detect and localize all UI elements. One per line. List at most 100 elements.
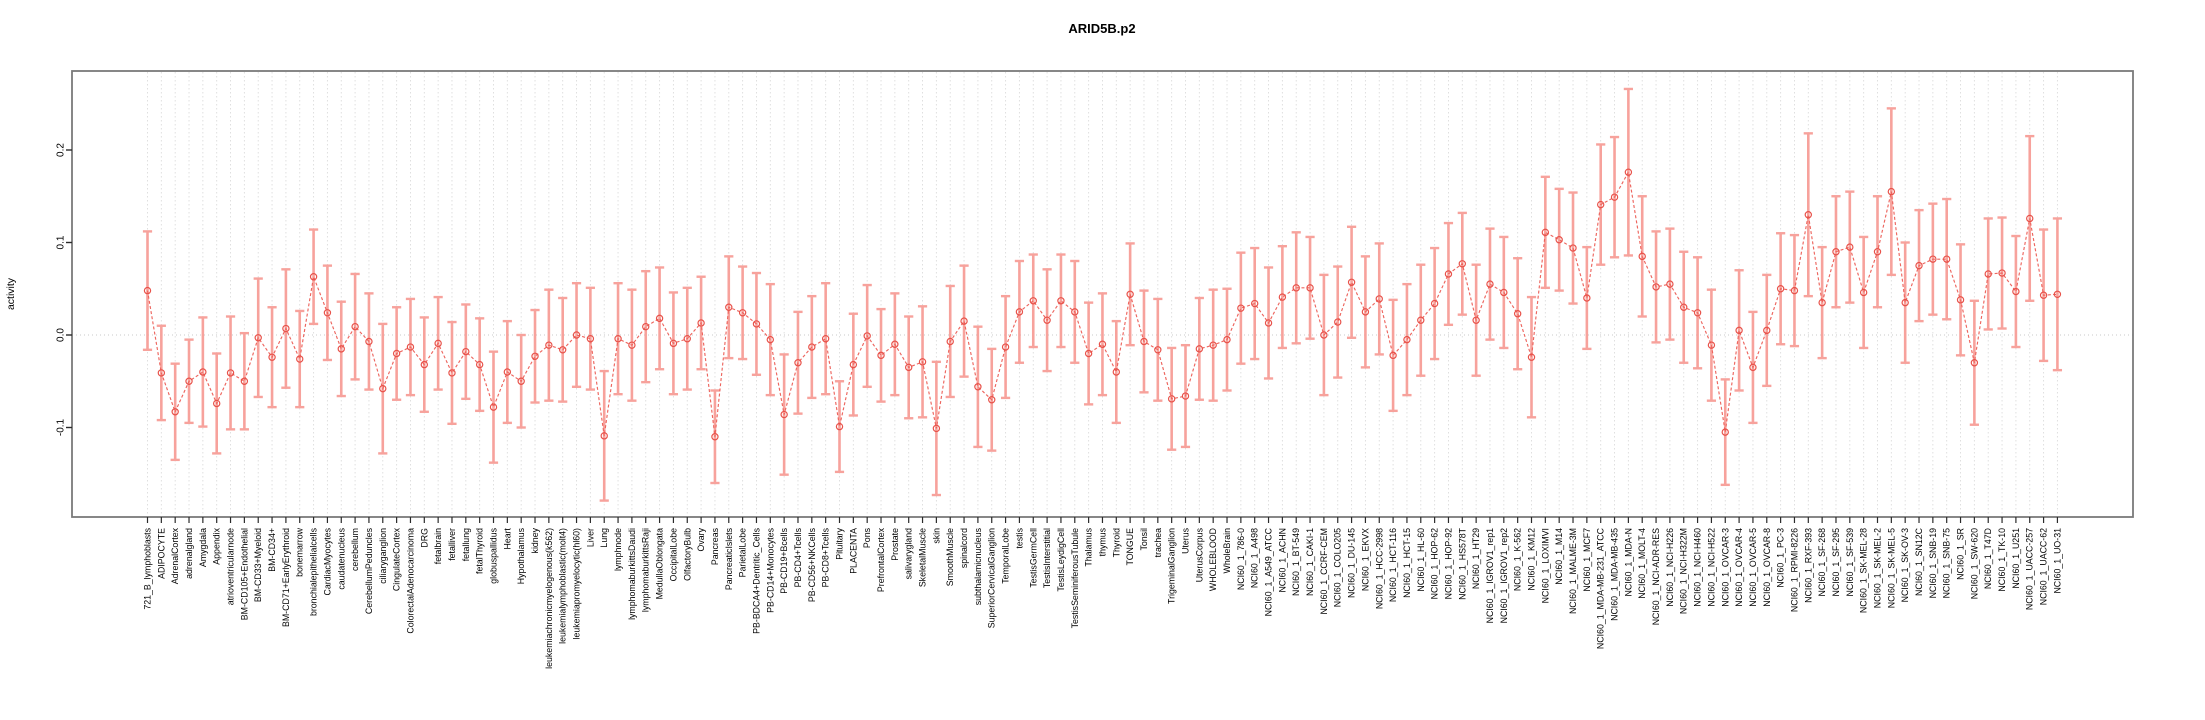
data-point: [545, 341, 553, 349]
x-category-label: NCI60_1_SK-MEL-5: [1886, 528, 1896, 608]
data-point: [1098, 340, 1107, 348]
data-point: [905, 363, 913, 372]
x-category-label: OccipitalLobe: [668, 528, 678, 581]
x-category-label: NCI60_1_K-562: [1513, 528, 1523, 591]
x-category-label: AdrenalCortex: [170, 527, 180, 584]
data-point: [1071, 308, 1079, 316]
data-point: [1610, 193, 1619, 201]
data-point: [877, 351, 885, 360]
x-category-label: NCI60_1_NCI-H460: [1693, 528, 1703, 607]
data-point: [1984, 270, 1992, 278]
x-category-label: TONGUE: [1125, 528, 1135, 566]
x-category-label: WHOLEBLOOD: [1208, 528, 1218, 591]
x-category-label: cerebellum: [350, 528, 360, 571]
data-point: [1942, 255, 1951, 263]
x-category-label: PB-CD4+Tcells: [793, 527, 803, 587]
x-category-label: NCI60_1_SN12C: [1914, 527, 1924, 596]
x-category-label: BM-CD33+Myeloid: [253, 528, 263, 602]
data-point: [683, 335, 691, 343]
plot-area: 0.2 0.1 0.0 -0.1 721_B_lymphoblasts ADIPOCYTE…: [56, 70, 2134, 669]
x-category-label: PancreaticIslets: [724, 527, 734, 590]
x-category-label: adrenalgland: [184, 528, 194, 579]
x-category-label: Pancreas: [710, 527, 720, 565]
data-point: [1029, 297, 1037, 305]
x-category-label: NCI60_1_MALME-3M: [1568, 528, 1578, 614]
data-point: [1680, 303, 1688, 311]
data-point: [1901, 298, 1909, 307]
x-category-label: lymphomaburkittsDaudi: [627, 528, 637, 620]
x-category-label: NCI60_1_IGROV1_rep2: [1499, 528, 1509, 623]
x-category-label: Appendix: [212, 527, 222, 564]
data-point: [960, 317, 968, 325]
x-category-label: PB-BDCA4+Dentritic_Cells: [751, 527, 761, 633]
x-category-label: TemporalLobe: [1001, 528, 1011, 584]
x-category-label: TestisLeydigCell: [1056, 528, 1066, 592]
x-category-label: NCI60_1_MOLT-4: [1637, 528, 1647, 599]
data-point: [1555, 236, 1563, 244]
x-category-label: NCI60_1_HL-60: [1416, 528, 1426, 592]
x-category-label: bonemarrow: [295, 527, 305, 577]
x-category-label: NCI60_1_RPMI-8226: [1789, 528, 1799, 612]
data-point: [531, 352, 539, 360]
data-point: [337, 345, 345, 353]
data-point: [1873, 248, 1882, 256]
x-category-label: salivarygland: [904, 528, 914, 579]
data-point: [379, 384, 387, 393]
data-point: [1237, 304, 1245, 312]
data-point: [1790, 286, 1799, 295]
x-category-label: UterusCorpus: [1194, 527, 1204, 582]
data-point: [489, 403, 498, 411]
data-point: [586, 335, 595, 343]
x-category-label: BM-CD105+Endothelial: [239, 528, 249, 620]
data-point: [240, 377, 249, 385]
x-category-label: Thyroid: [1111, 528, 1121, 557]
data-point: [1541, 228, 1550, 237]
x-category-label: Amygdala: [198, 528, 208, 567]
data-point: [1915, 261, 1923, 270]
data-point: [1389, 351, 1397, 360]
x-category-label: TestisInterstitial: [1042, 528, 1052, 588]
data-point: [1486, 280, 1494, 288]
x-category-label: MedullaOblongata: [655, 528, 665, 600]
data-point: [268, 353, 276, 361]
x-category-label: Lung: [599, 528, 609, 548]
data-point: [1264, 319, 1273, 327]
y-axis-label: activity: [5, 277, 17, 310]
data-point: [1278, 293, 1287, 301]
x-category-label: NCI60_1_SNB-75: [1942, 528, 1952, 599]
data-point: [1527, 353, 1536, 361]
x-category-label: NCI60_1_HCT-15: [1402, 528, 1412, 598]
x-category-label: NCI60_1_OVCAR-8: [1762, 528, 1772, 607]
data-point: [1043, 316, 1051, 324]
x-category-label: NCI60_1_TK-10: [1997, 528, 2007, 592]
data-point: [1583, 294, 1591, 302]
x-category-label: SuperiorCervicalGanglion: [987, 528, 997, 628]
chart-title: ARID5B.p2: [1068, 21, 1135, 36]
data-point: [2039, 291, 2048, 299]
data-point: [1140, 337, 1148, 346]
y-tick-label: 0.0: [56, 328, 67, 342]
data-point: [1804, 211, 1813, 219]
data-point: [1776, 285, 1785, 293]
x-category-label: NCI60_1_UO-31: [2052, 528, 2062, 594]
x-category-label: NCI60_1_DU-145: [1347, 528, 1357, 598]
data-point: [1693, 309, 1702, 317]
x-category-label: SmoothMuscle: [945, 528, 955, 586]
data-point: [517, 377, 525, 385]
data-point: [1361, 308, 1370, 316]
data-point: [2053, 290, 2062, 298]
x-category-label: NCI60_1_786-0: [1236, 528, 1246, 590]
data-point: [1209, 341, 1217, 349]
data-point: [1887, 187, 1896, 196]
x-category-label: NCI60_1_NCI-H226: [1665, 528, 1675, 607]
data-point: [835, 422, 844, 431]
data-point: [849, 360, 858, 369]
x-category-label: NCI60_1_SW-620: [1969, 528, 1979, 599]
x-category-label: NCI60_1_CAKI-1: [1305, 528, 1315, 596]
x-category-label: NCI60_1_SK-MEL-2: [1873, 528, 1883, 608]
data-point: [475, 360, 484, 369]
data-point: [1015, 308, 1024, 316]
x-category-label: NCI60_1_A498: [1250, 528, 1260, 588]
data-point: [1749, 363, 1757, 372]
